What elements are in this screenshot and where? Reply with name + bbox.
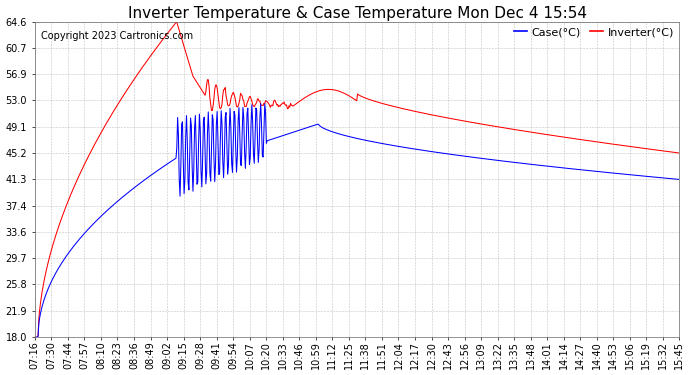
Title: Inverter Temperature & Case Temperature Mon Dec 4 15:54: Inverter Temperature & Case Temperature …	[128, 6, 586, 21]
Text: Copyright 2023 Cartronics.com: Copyright 2023 Cartronics.com	[41, 31, 193, 41]
Legend: Case(°C), Inverter(°C): Case(°C), Inverter(°C)	[514, 27, 674, 37]
